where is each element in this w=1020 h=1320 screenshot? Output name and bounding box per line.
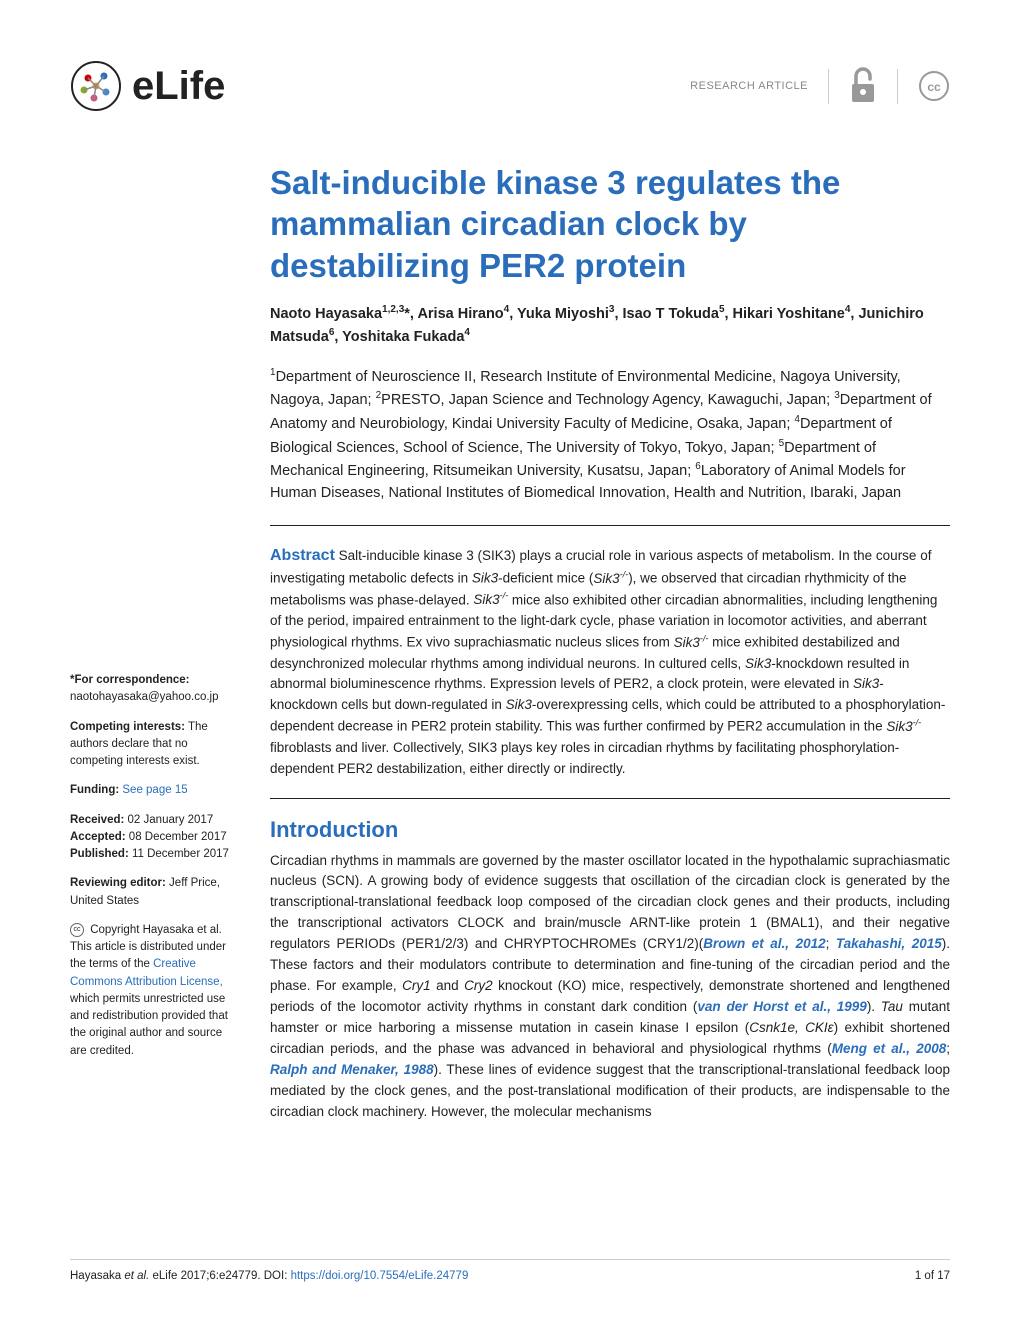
svg-text:cc: cc [927,80,941,94]
published-label: Published: [70,848,129,860]
article-type-label: RESEARCH ARTICLE [690,80,808,92]
introduction-body: Circadian rhythms in mammals are governe… [270,851,950,1123]
journal-logo: eLife [70,60,225,112]
competing-label: Competing interests: [70,721,185,733]
journal-name: eLife [132,64,225,109]
received-label: Received: [70,814,124,826]
rule [270,798,950,799]
page-number: 1 of 17 [915,1270,950,1282]
correspondence-email: naotohayasaka@yahoo.co.jp [70,691,219,703]
reviewing-block: Reviewing editor: Jeff Price, United Sta… [70,875,240,910]
doi-link[interactable]: https://doi.org/10.7554/eLife.24779 [291,1270,469,1282]
authors: Naoto Hayasaka1,2,3*, Arisa Hirano4, Yuk… [270,302,950,349]
footer-citation: Hayasaka et al. eLife 2017;6:e24779. DOI… [70,1270,468,1282]
divider [897,69,898,104]
copyright-block: cc Copyright Hayasaka et al. This articl… [70,922,240,1060]
open-access-icon [849,66,877,106]
content-wrapper: *For correspondence: naotohayasaka@yahoo… [70,162,950,1123]
funding-link[interactable]: See page 15 [119,784,187,796]
copyright-tail: which permits unrestricted use and redis… [70,993,228,1057]
divider [828,69,829,104]
correspondence-block: *For correspondence: naotohayasaka@yahoo… [70,672,240,707]
reviewing-label: Reviewing editor: [70,877,166,889]
affiliations: 1Department of Neuroscience II, Research… [270,365,950,505]
header-badges: RESEARCH ARTICLE cc [690,66,950,106]
published-date: 11 December 2017 [129,848,229,860]
dates-block: Received: 02 January 2017 Accepted: 08 D… [70,812,240,864]
correspondence-label: *For correspondence: [70,674,190,686]
elife-logo-icon [70,60,122,112]
cc-small-icon: cc [70,923,84,937]
accepted-label: Accepted: [70,831,126,843]
funding-label: Funding: [70,784,119,796]
copyright-text: Copyright Hayasaka et al. This article i… [70,924,226,971]
main-content: Salt-inducible kinase 3 regulates the ma… [270,162,950,1123]
page-footer: Hayasaka et al. eLife 2017;6:e24779. DOI… [70,1259,950,1282]
sidebar: *For correspondence: naotohayasaka@yahoo… [70,162,240,1123]
page-header: eLife RESEARCH ARTICLE cc [70,60,950,112]
introduction-heading: Introduction [270,817,950,843]
competing-block: Competing interests: The authors declare… [70,719,240,771]
rule [270,525,950,526]
funding-block: Funding: See page 15 [70,782,240,799]
abstract-body: Salt-inducible kinase 3 (SIK3) plays a c… [270,548,945,776]
received-date: 02 January 2017 [124,814,213,826]
article-title: Salt-inducible kinase 3 regulates the ma… [270,162,950,286]
cc-license-icon: cc [918,70,950,102]
abstract-label: Abstract [270,547,335,564]
abstract: Abstract Salt-inducible kinase 3 (SIK3) … [270,544,950,780]
accepted-date: 08 December 2017 [126,831,227,843]
